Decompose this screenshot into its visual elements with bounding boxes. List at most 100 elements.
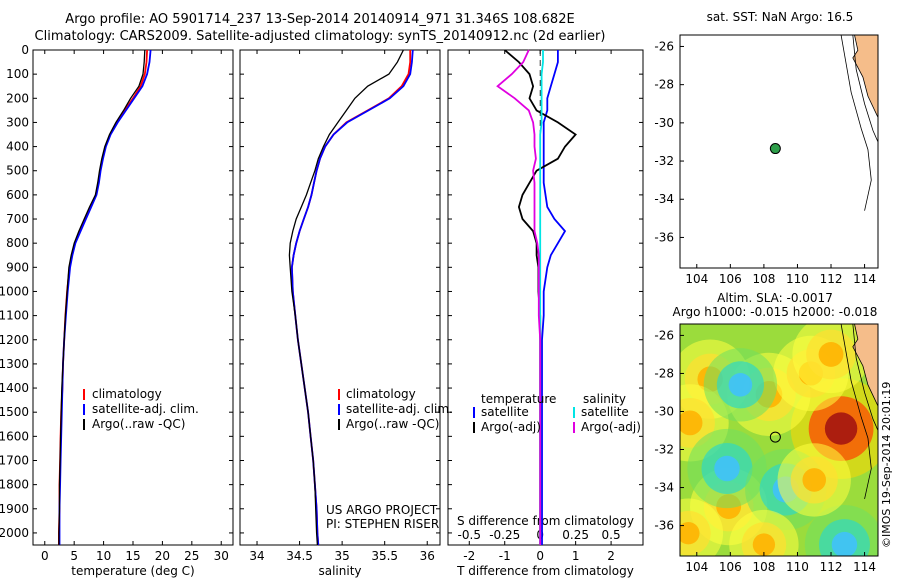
x-tick-label: 35 <box>334 549 349 563</box>
x-tick-label: -1 <box>499 549 511 563</box>
y-tick-label: 2000 <box>0 526 29 540</box>
map-y-tick-label: -26 <box>654 328 674 342</box>
map-y-tick-label: -32 <box>654 154 674 168</box>
legend-title: temperature <box>481 392 556 406</box>
map-y-tick-label: -34 <box>654 481 674 495</box>
shelf-contour <box>840 35 872 211</box>
y-tick-label: 100 <box>6 67 29 81</box>
map-y-tick-label: -32 <box>654 443 674 457</box>
map-x-tick-label: 104 <box>685 272 708 286</box>
map-x-tick-label: 114 <box>853 560 876 574</box>
y-tick-label: 300 <box>6 115 29 129</box>
map-x-tick-label: 108 <box>752 272 775 286</box>
heatmap-blob <box>714 455 740 482</box>
legend-label: satellite-adj. clim. <box>92 402 199 416</box>
y-tick-label: 1200 <box>0 333 29 347</box>
heatmap-blob <box>752 533 776 556</box>
map-x-tick-label: 108 <box>752 560 775 574</box>
x-tick-label: 2 <box>607 549 615 563</box>
heatmap-blob <box>680 410 703 436</box>
annotation-text: PI: STEPHEN RISER <box>326 517 439 531</box>
legend-label: Argo(-adj) <box>581 420 641 434</box>
argo-float-marker <box>769 431 781 443</box>
map-frame <box>679 323 879 557</box>
heatmap-blob <box>818 342 844 367</box>
y-tick-label: 0 <box>21 43 29 57</box>
figure-title-line2: Climatology: CARS2009. Satellite-adjuste… <box>34 29 606 44</box>
y-tick-label: 1700 <box>0 453 29 467</box>
map-y-tick-label: -26 <box>654 39 674 53</box>
legend-label: climatology <box>92 387 162 401</box>
y-tick-label: 1500 <box>0 405 29 419</box>
sst-map-title: sat. SST: NaN Argo: 16.5 <box>707 10 854 24</box>
plot-frame-difference <box>447 49 644 546</box>
heatmap-blob <box>802 468 827 492</box>
x-tick-label: 25 <box>184 549 199 563</box>
x-axis-label: T difference from climatology <box>456 564 634 578</box>
legend-label: satellite-adj. clim. <box>346 402 453 416</box>
y-tick-label: 1400 <box>0 381 29 395</box>
legend-label: Argo(..raw -QC) <box>346 417 439 431</box>
sal-tick-label: 0.5 <box>602 528 621 542</box>
sla-map-title: Altim. SLA: -0.0017 <box>717 291 833 305</box>
map-y-tick-label: -30 <box>654 404 674 418</box>
y-tick-label: 500 <box>6 164 29 178</box>
series-line-sargoadj <box>496 49 542 545</box>
map-y-tick-label: -28 <box>654 366 674 380</box>
x-tick-label: 0 <box>41 549 49 563</box>
sal-tick-label: -0.5 <box>458 528 481 542</box>
sal-tick-label: -0.25 <box>489 528 520 542</box>
series-line-argorawqc <box>58 49 146 545</box>
x-tick-label: 34 <box>249 549 264 563</box>
y-tick-label: 1000 <box>0 284 29 298</box>
map-content-sla-map <box>680 324 878 556</box>
y-tick-label: 1600 <box>0 429 29 443</box>
legend-label: satellite <box>481 405 529 419</box>
x-tick-label: 30 <box>214 549 229 563</box>
x-tick-label: -2 <box>463 549 475 563</box>
imos-timestamp: ©IMOS 19-Sep-2014 20:01:19 <box>880 381 893 548</box>
y-tick-label: 600 <box>6 188 29 202</box>
shelf-contour <box>852 324 878 431</box>
map-y-tick-label: -36 <box>654 230 674 244</box>
y-tick-label: 200 <box>6 91 29 105</box>
y-tick-label: 1300 <box>0 357 29 371</box>
heatmap-blob <box>831 531 858 556</box>
argo-float-marker <box>769 143 781 155</box>
heatmap-blob <box>680 522 700 545</box>
sal-axis-label: S difference from climatology <box>457 514 634 528</box>
x-tick-label: 5 <box>70 549 78 563</box>
series-line-tsatellite <box>541 50 567 545</box>
y-tick-label: 700 <box>6 212 29 226</box>
x-axis-label: salinity <box>318 564 361 578</box>
y-tick-label: 1800 <box>0 478 29 492</box>
heatmap-blob <box>824 412 858 445</box>
x-tick-label: 0 <box>536 549 544 563</box>
map-x-tick-label: 112 <box>820 560 843 574</box>
map-x-tick-label: 110 <box>786 272 809 286</box>
plot-frame-temperature <box>32 49 234 546</box>
legend-label: Argo(..raw -QC) <box>92 417 185 431</box>
plot-frame-salinity <box>239 49 441 546</box>
x-tick-label: 20 <box>155 549 170 563</box>
y-tick-label: 900 <box>6 260 29 274</box>
x-tick-label: 35.5 <box>371 549 398 563</box>
map-y-tick-label: -30 <box>654 116 674 130</box>
series-line-climatology <box>290 50 412 546</box>
x-tick-label: 34.5 <box>286 549 313 563</box>
map-x-tick-label: 106 <box>719 560 742 574</box>
x-tick-label: 15 <box>125 549 140 563</box>
legend-label: climatology <box>346 387 416 401</box>
x-tick-label: 1 <box>572 549 580 563</box>
legend-title: salinity <box>583 392 626 406</box>
y-tick-label: 1900 <box>0 502 29 516</box>
map-y-tick-label: -28 <box>654 78 674 92</box>
map-y-tick-label: -36 <box>654 519 674 533</box>
y-tick-label: 400 <box>6 140 29 154</box>
heatmap-blob <box>728 373 753 397</box>
annotation-text: US ARGO PROJECT <box>326 503 438 517</box>
map-x-tick-label: 114 <box>853 272 876 286</box>
figure-title-line1: Argo profile: AO 5901714_237 13-Sep-2014… <box>65 12 575 27</box>
